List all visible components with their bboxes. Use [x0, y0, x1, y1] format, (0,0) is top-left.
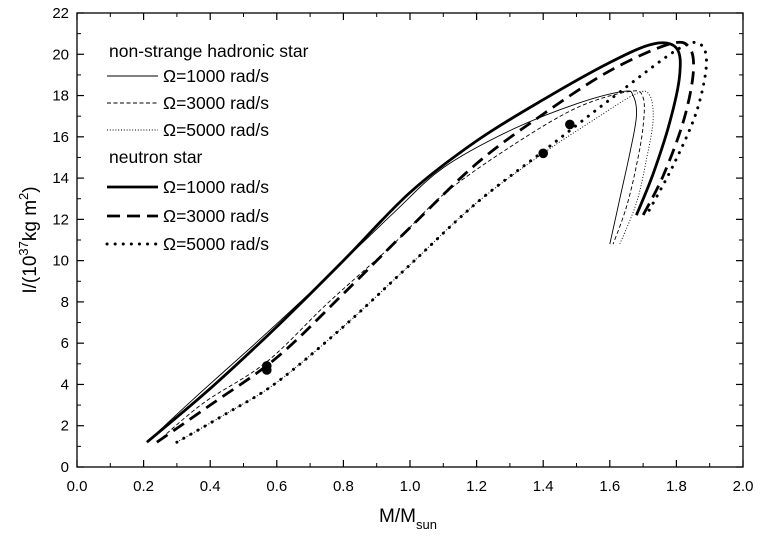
- y-axis-label-sup1: 37: [16, 241, 31, 255]
- y-tick-label: 12: [52, 211, 69, 228]
- series-line-neutron-3000: [156, 40, 695, 444]
- y-axis-label-sup2: 2: [16, 193, 31, 200]
- y-axis-label: I/(1037kg m2): [16, 186, 41, 293]
- y-tick-label: 20: [52, 46, 69, 63]
- x-tick-label: 1.8: [666, 478, 687, 495]
- data-marker: [538, 148, 548, 159]
- y-tick-label: 8: [61, 294, 69, 311]
- legend-label-hadronic-5000: Ω=5000 rad/s: [163, 120, 269, 140]
- series-line-neutron-5000: [175, 40, 708, 444]
- y-tick-label: 2: [61, 418, 69, 435]
- legend-label-neutron-3000: Ω=3000 rad/s: [163, 206, 269, 226]
- y-tick-label: 14: [52, 170, 69, 187]
- x-tick-label: 1.2: [466, 478, 487, 495]
- x-tick-label: 0.4: [200, 478, 221, 495]
- y-tick-label: 22: [52, 5, 69, 22]
- y-axis-label-suffix: ): [20, 186, 41, 192]
- x-axis-label-main: M/M: [379, 506, 416, 527]
- series-line-hadronic-3000: [156, 90, 645, 443]
- legend-label-neutron-5000: Ω=5000 rad/s: [163, 234, 269, 254]
- x-tick-label: 1.6: [599, 478, 620, 495]
- x-tick-label: 1.0: [400, 478, 421, 495]
- data-marker: [565, 119, 575, 130]
- legend-label-neutron-1000: Ω=1000 rad/s: [163, 177, 269, 197]
- y-tick-label: 4: [61, 376, 69, 393]
- x-axis-label-sub: sun: [416, 517, 437, 532]
- y-tick-label: 0: [61, 459, 69, 476]
- legend-group-title-hadronic: non-strange hadronic star: [109, 41, 309, 61]
- series-line-hadronic-5000: [176, 90, 654, 443]
- legend-group-title-neutron: neutron star: [109, 147, 203, 167]
- y-tick-label: 6: [61, 335, 69, 352]
- x-tick-label: 1.4: [533, 478, 554, 495]
- x-tick-label: 0.2: [133, 478, 154, 495]
- data-marker: [262, 365, 272, 375]
- y-tick-label: 16: [52, 129, 69, 146]
- marker-layer: [262, 119, 575, 375]
- y-tick-label: 18: [52, 88, 69, 105]
- x-axis-label: M/Msun: [379, 506, 437, 532]
- legend-label-hadronic-1000: Ω=1000 rad/s: [163, 66, 269, 86]
- x-tick-label: 0.8: [333, 478, 354, 495]
- x-tick-label: 2.0: [733, 478, 754, 495]
- y-axis-label-prefix: I/(10: [20, 256, 41, 294]
- y-tick-label: 10: [52, 253, 69, 270]
- series-line-hadronic-1000: [146, 90, 637, 443]
- x-tick-label: 0.6: [266, 478, 287, 495]
- legend-label-hadronic-3000: Ω=3000 rad/s: [163, 93, 269, 113]
- y-axis-label-mid: kg m: [20, 200, 41, 241]
- series-line-neutron-1000: [145, 41, 682, 444]
- x-tick-label: 0.0: [67, 478, 88, 495]
- tick-layer: 0.0 0.2 0.4 0.6 0.8 1.0 1.2 1.4 1.6 1.8 2.0 0 2 4 6 8 10…: [52, 5, 753, 495]
- legend: non-strange hadronic star Ω=1000 rad/s Ω…: [105, 41, 309, 254]
